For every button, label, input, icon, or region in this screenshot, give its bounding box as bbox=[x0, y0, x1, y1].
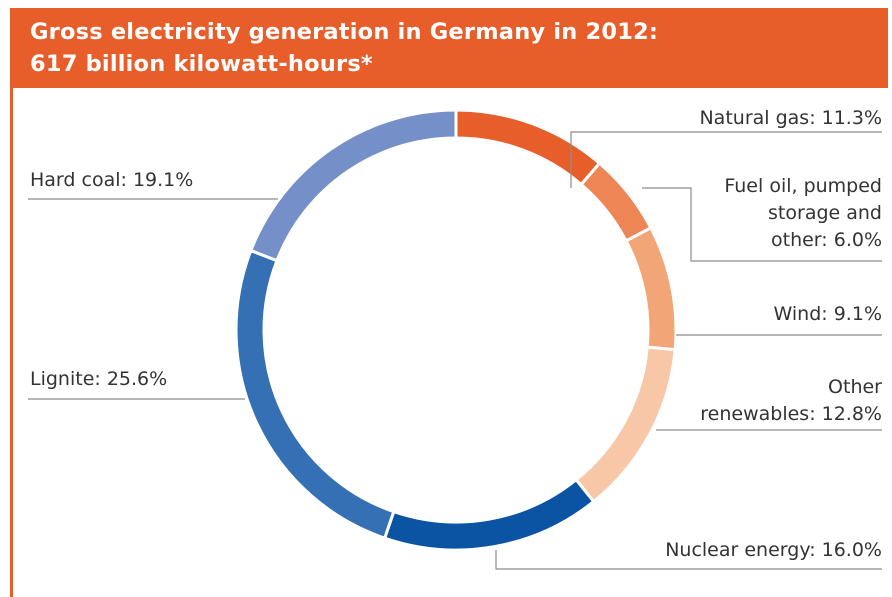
slice-label-other-renewables-line-2: renewables: 12.8% bbox=[700, 403, 882, 425]
title-banner: Gross electricity generation in Germany … bbox=[10, 8, 888, 88]
slice-label-nuclear-energy: Nuclear energy: 16.0% bbox=[665, 539, 882, 561]
slice-label-natural-gas: Natural gas: 11.3% bbox=[699, 107, 882, 129]
leader-line-natural-gas bbox=[570, 131, 882, 188]
slice-label-fuel-oil-pumped-storage-and-other-line-3: other: 6.0% bbox=[771, 229, 882, 251]
donut-slice-other-renewables bbox=[574, 345, 677, 504]
slice-label-wind: Wind: 9.1% bbox=[774, 303, 882, 325]
slice-label-fuel-oil-pumped-storage-and-other-line-1: Fuel oil, pumped bbox=[724, 175, 882, 197]
leader-line-fuel-oil-pumped-storage-and-other bbox=[642, 187, 882, 262]
left-accent-rule bbox=[10, 88, 13, 597]
donut-slice-wind bbox=[624, 225, 678, 352]
leader-line-nuclear-energy bbox=[495, 550, 882, 570]
slice-label-other-renewables-line-1: Other bbox=[828, 376, 882, 398]
slice-label-fuel-oil-pumped-storage-and-other-line-2: storage and bbox=[768, 202, 882, 224]
chart-title-line-2: 617 billion kilowatt-hours* bbox=[30, 51, 373, 77]
slice-label-hard-coal: Hard coal: 19.1% bbox=[30, 169, 193, 191]
chart-title-line-1: Gross electricity generation in Germany … bbox=[30, 19, 659, 45]
donut-slice-natural-gas bbox=[454, 108, 602, 187]
donut-slice-lignite bbox=[234, 248, 396, 541]
donut-slice-hard-coal bbox=[248, 108, 458, 263]
donut-slice-nuclear-energy bbox=[382, 477, 596, 552]
slice-label-lignite: Lignite: 25.6% bbox=[30, 368, 167, 390]
donut-slice-fuel-oil-pumped-storage-and-other bbox=[579, 161, 653, 243]
